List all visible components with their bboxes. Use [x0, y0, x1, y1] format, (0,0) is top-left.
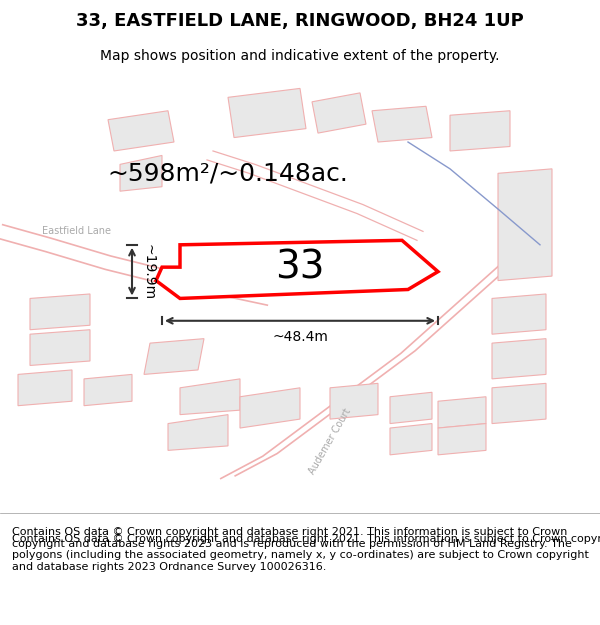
Polygon shape [492, 294, 546, 334]
Polygon shape [438, 397, 486, 428]
Polygon shape [180, 379, 240, 414]
Text: Contains OS data © Crown copyright and database right 2021. This information is : Contains OS data © Crown copyright and d… [12, 527, 589, 572]
Polygon shape [492, 383, 546, 424]
Polygon shape [498, 169, 552, 281]
Polygon shape [168, 414, 228, 451]
Polygon shape [390, 392, 432, 424]
Polygon shape [438, 424, 486, 455]
Text: Contains OS data © Crown copyright and database right 2021. This information is : Contains OS data © Crown copyright and d… [12, 534, 600, 544]
Polygon shape [108, 111, 174, 151]
Polygon shape [84, 374, 132, 406]
Polygon shape [390, 424, 432, 455]
Polygon shape [144, 339, 204, 374]
Polygon shape [450, 111, 510, 151]
Text: Audemer Court: Audemer Court [307, 407, 353, 476]
Polygon shape [30, 330, 90, 366]
Text: 33, EASTFIELD LANE, RINGWOOD, BH24 1UP: 33, EASTFIELD LANE, RINGWOOD, BH24 1UP [76, 12, 524, 30]
Text: Map shows position and indicative extent of the property.: Map shows position and indicative extent… [100, 49, 500, 63]
Polygon shape [492, 339, 546, 379]
Polygon shape [120, 156, 162, 191]
Polygon shape [372, 106, 432, 142]
Polygon shape [30, 294, 90, 330]
Polygon shape [312, 93, 366, 133]
Text: ~598m²/~0.148ac.: ~598m²/~0.148ac. [107, 161, 349, 185]
Polygon shape [330, 383, 378, 419]
Polygon shape [18, 370, 72, 406]
Text: ~48.4m: ~48.4m [272, 330, 328, 344]
Text: 33: 33 [275, 248, 325, 286]
Polygon shape [228, 88, 306, 138]
Polygon shape [240, 388, 300, 428]
Polygon shape [156, 241, 438, 298]
Text: Eastfield Lane: Eastfield Lane [42, 226, 111, 236]
Text: ~19.9m: ~19.9m [141, 244, 155, 299]
